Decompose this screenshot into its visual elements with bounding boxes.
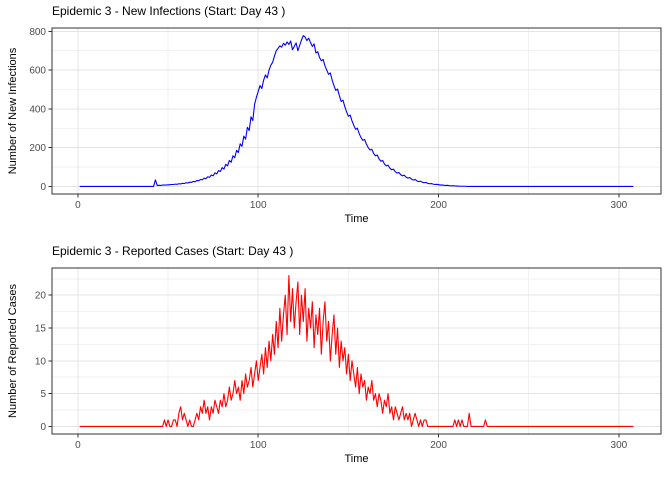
x-tick-label: 200 [430,440,447,451]
panel-border [51,27,662,195]
x-axis-title-time-bottom: Time [344,453,369,465]
series-line [79,274,634,427]
y-tick-label: 600 [29,66,46,77]
chart-title-reported-cases: Epidemic 3 - Reported Cases (Start: Day … [52,244,294,258]
grid-minor [52,28,661,194]
axis-tick-labels: 0 100 200 300 0 5 10 15 20 [35,291,628,451]
y-axis-title-reported-cases: Number of Reported Cases [7,284,19,418]
y-tick-label: 5 [40,389,46,400]
grid-major [52,28,661,194]
panel-border [51,267,662,435]
grid-major [52,268,661,434]
chart-title-new-infections: Epidemic 3 - New Infections (Start: Day … [52,4,286,18]
axis-ticks [48,30,620,198]
axis-ticks [48,294,620,438]
series-line [79,34,634,187]
chart-reported-cases: 0 100 200 300 0 5 10 15 20 Epidemic 3 - Reported… [0,240,672,480]
y-tick-label: 10 [35,356,47,367]
x-axis-title-time-top: Time [344,213,369,225]
grid-minor [52,268,661,434]
y-tick-label: 200 [29,143,46,154]
x-tick-label: 0 [75,440,81,451]
chart-new-infections: 0 100 200 300 0 200 400 600 800 Epidemic 3 - New… [7,4,662,225]
x-tick-label: 300 [611,440,628,451]
y-tick-label: 15 [35,324,47,335]
x-tick-label: 100 [250,440,267,451]
x-tick-label: 0 [75,200,81,211]
x-tick-label: 100 [250,200,267,211]
y-axis-title-new-infections: Number of New Infections [7,47,19,175]
y-tick-label: 0 [40,422,46,433]
y-tick-label: 20 [35,291,47,302]
x-tick-label: 300 [611,200,628,211]
y-tick-label: 800 [29,27,46,38]
plot-new-infections: 0 100 200 300 0 200 400 600 800 [29,27,662,211]
y-tick-label: 400 [29,104,46,115]
axis-tick-labels: 0 100 200 300 0 200 400 600 800 [29,27,627,211]
x-tick-label: 200 [430,200,447,211]
y-tick-label: 0 [40,182,46,193]
plot-reported-cases: 0 100 200 300 0 5 10 15 20 [35,267,662,451]
